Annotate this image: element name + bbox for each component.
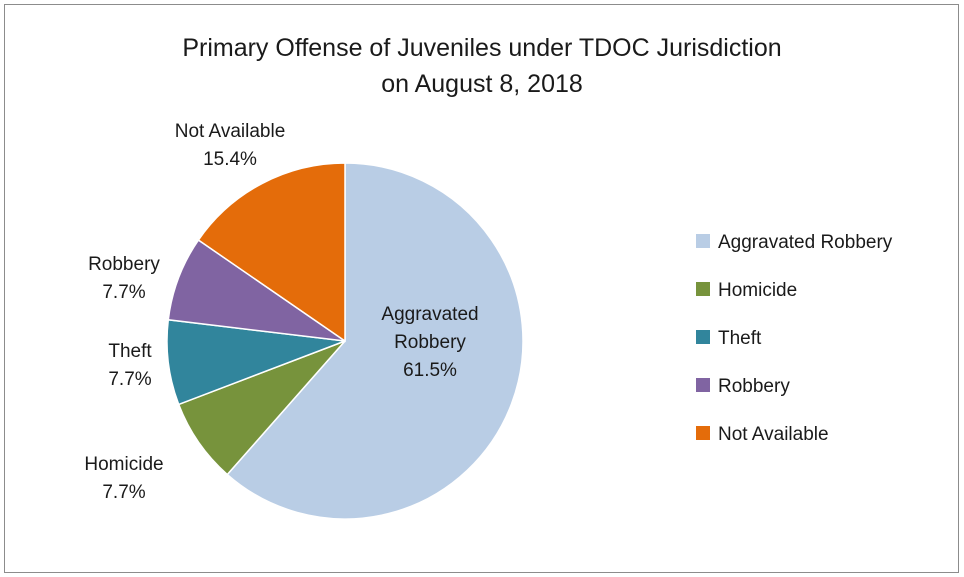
slice-label-homicide: Homicide 7.7% [84,454,163,503]
legend-swatch-aggravated-robbery [696,234,710,248]
legend-item-aggravated-robbery: Aggravated Robbery [696,232,893,253]
pie-slice-aggravated-robbery [226,162,524,520]
pie-slice-not-available [197,162,346,343]
slice-label-not-available: Not Available 15.4% [175,121,286,170]
slice-label-robbery: Robbery 7.7% [88,254,160,303]
legend-label-robbery: Robbery [718,376,790,397]
legend-item-not-available: Not Available [696,424,829,445]
legend-swatch-theft [696,330,710,344]
legend: Aggravated Robbery Homicide Theft Robbery No… [696,232,893,445]
slice-label-theft: Theft 7.7% [108,341,152,390]
chart-title-line-2: on August 8, 2018 [381,70,583,98]
legend-label-homicide: Homicide [718,280,797,301]
pie-slices [166,162,524,520]
legend-label-not-available: Not Available [718,424,829,445]
legend-swatch-robbery [696,378,710,392]
legend-label-aggravated-robbery: Aggravated Robbery [718,232,893,253]
slice-label-aggravated-robbery: Aggravated Robbery 61.5% [381,304,478,381]
legend-label-theft: Theft [718,328,762,349]
chart-title-line-1: Primary Offense of Juveniles under TDOC … [182,34,782,62]
legend-item-theft: Theft [696,328,762,349]
legend-swatch-not-available [696,426,710,440]
legend-item-robbery: Robbery [696,376,790,397]
chart-title: Primary Offense of Juveniles under TDOC … [0,30,964,102]
legend-swatch-homicide [696,282,710,296]
slice-labels: Aggravated Robbery 61.5% Homicide 7.7% Theft 7… [84,121,478,503]
legend-item-homicide: Homicide [696,280,797,301]
